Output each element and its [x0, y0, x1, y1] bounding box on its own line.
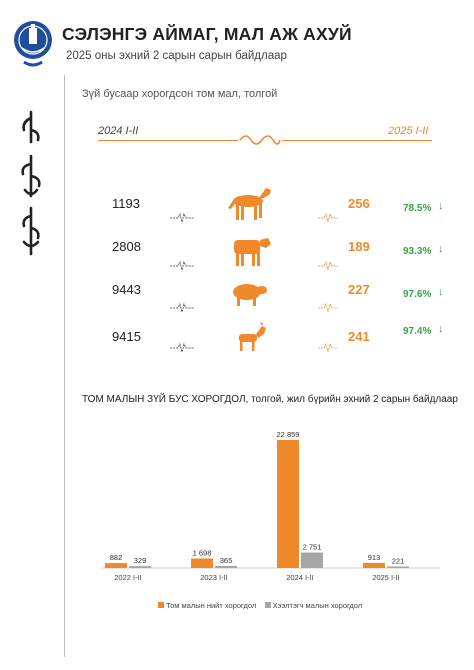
goat-change-pct: 97.4% — [403, 326, 432, 337]
bar-total-1 — [191, 558, 213, 568]
bar-label-female-0: 329 — [134, 556, 147, 565]
year-right-label: 2025 I-II — [388, 125, 429, 137]
province-emblem-icon — [14, 21, 52, 67]
bar-female-1 — [215, 565, 237, 568]
legend-label-female: Хээлтэгч малын хорогдол — [272, 601, 363, 610]
row-separators — [170, 212, 338, 353]
chart-title: ТОМ МАЛЫН ЗҮЙ БУС ХОРОГДОЛ, толгой, жил … — [82, 394, 458, 405]
bar-label-total-1: 1 698 — [193, 548, 212, 557]
bar-total-0 — [105, 563, 127, 568]
sheep-icon — [233, 284, 267, 306]
cow-change-pct: 93.3% — [403, 246, 432, 257]
year-line-left — [98, 140, 238, 141]
goat-2025-value: 241 — [348, 329, 370, 344]
category-label-0: 2022 I-II — [114, 573, 142, 582]
bar-label-female-2: 2 751 — [303, 543, 322, 552]
infographic-title: Зүй бусаар хорогдсон том мал, толгой — [82, 88, 278, 100]
category-label-3: 2025 I-II — [372, 573, 400, 582]
down-arrow-icon: ↓ — [438, 243, 444, 255]
legend-label-total: Том малын нийт хорогдол — [166, 601, 257, 610]
cow-icon — [234, 238, 271, 266]
category-label-1: 2023 I-II — [200, 573, 228, 582]
year-left-label: 2024 I-II — [98, 125, 139, 137]
bar-label-female-3: 221 — [392, 557, 405, 566]
sheep-2025-value: 227 — [348, 282, 370, 297]
sheep-change-pct: 97.6% — [403, 289, 432, 300]
bar-label-female-1: 365 — [220, 556, 233, 565]
horse-change-pct: 78.5% — [403, 203, 432, 214]
goat-2024-value: 9415 — [112, 329, 141, 344]
bar-total-3 — [363, 562, 385, 568]
legend-swatch-total — [158, 602, 164, 608]
bar-label-total-3: 913 — [368, 553, 381, 562]
bar-label-total-0: 882 — [110, 553, 123, 562]
bar-female-0 — [129, 566, 151, 568]
sheep-2024-value: 9443 — [112, 282, 141, 297]
cow-2024-value: 2808 — [112, 239, 141, 254]
page-title: СЭЛЭНГЭ АЙМАГ, МАЛ АЖ АХУЙ — [62, 24, 352, 44]
vertical-divider — [64, 75, 65, 657]
horse-2025-value: 256 — [348, 196, 370, 211]
page-subtitle: 2025 оны эхний 2 сарын сарын байдлаар — [66, 50, 287, 62]
bar-chart: 882 329 2022 I-II 1 698 365 2023 I-II 22 859 2 … — [102, 430, 440, 582]
cow-2025-value: 189 — [348, 239, 370, 254]
zigzag-icon — [239, 135, 281, 145]
goat-icon — [239, 322, 266, 351]
year-line-right — [282, 140, 432, 141]
down-arrow-icon: ↓ — [438, 323, 444, 335]
horse-2024-value: 1193 — [112, 196, 140, 211]
bar-label-total-2: 22 859 — [277, 430, 300, 439]
horse-icon — [228, 188, 271, 220]
legend-swatch-female — [264, 602, 271, 608]
down-arrow-icon: ↓ — [438, 200, 444, 212]
bar-female-3 — [387, 566, 409, 568]
mongolian-script-icon — [21, 110, 41, 256]
down-arrow-icon: ↓ — [438, 286, 444, 298]
bar-total-2 — [277, 440, 299, 568]
category-label-2: 2024 I-II — [286, 573, 314, 582]
chart-legend: Том малын нийт хорогдол Хээлтэгч малын х… — [158, 601, 362, 610]
bar-female-2 — [301, 552, 323, 568]
